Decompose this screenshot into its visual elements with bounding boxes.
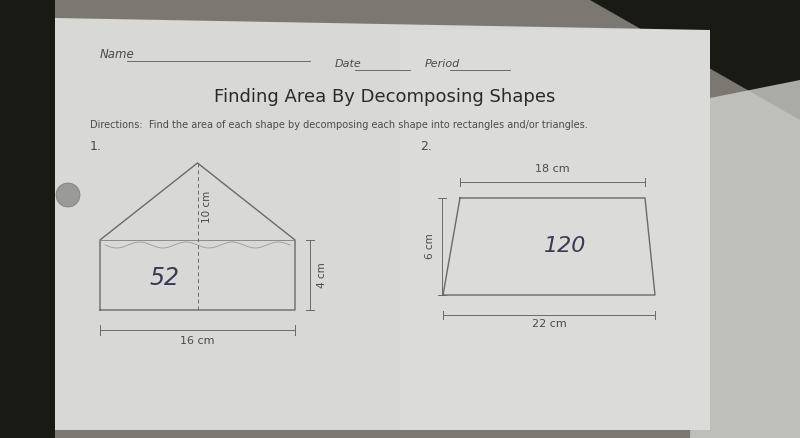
Text: 22 cm: 22 cm	[532, 319, 566, 329]
Polygon shape	[590, 0, 800, 120]
Text: 1.: 1.	[90, 140, 102, 153]
Text: 52: 52	[150, 266, 180, 290]
Circle shape	[56, 183, 80, 207]
Text: Name: Name	[100, 48, 134, 61]
Text: 6 cm: 6 cm	[425, 233, 435, 259]
Text: 120: 120	[544, 237, 586, 257]
Text: Date: Date	[335, 59, 362, 69]
Text: 2.: 2.	[420, 140, 432, 153]
Polygon shape	[55, 18, 710, 430]
Polygon shape	[0, 0, 55, 438]
Polygon shape	[690, 80, 800, 438]
Text: Directions:  Find the area of each shape by decomposing each shape into rectangl: Directions: Find the area of each shape …	[90, 120, 588, 130]
Text: 18 cm: 18 cm	[535, 164, 570, 174]
Text: 16 cm: 16 cm	[180, 336, 214, 346]
Polygon shape	[400, 30, 710, 430]
Text: 4 cm: 4 cm	[317, 262, 327, 288]
Text: Finding Area By Decomposing Shapes: Finding Area By Decomposing Shapes	[214, 88, 556, 106]
Text: 10 cm: 10 cm	[202, 191, 213, 223]
Text: Period: Period	[425, 59, 460, 69]
